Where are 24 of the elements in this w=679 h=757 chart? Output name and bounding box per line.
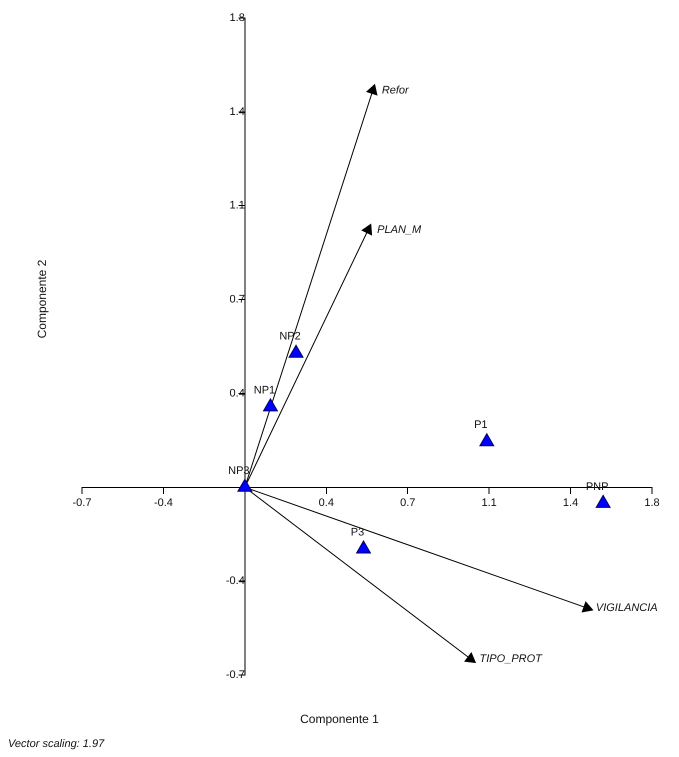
y-tick-label: 1.1: [230, 200, 245, 212]
x-tick-label: 1.1: [481, 496, 497, 509]
y-axis-title: Componente 2: [35, 258, 49, 340]
series-label: PLAN_M: [377, 224, 422, 236]
x-axis-title: Componente 1: [299, 712, 380, 726]
x-tick-label: 1.4: [562, 496, 578, 509]
series-label: P1: [474, 419, 488, 432]
x-tick-label: -0.4: [154, 496, 173, 509]
text: Vector scaling: 1.97: [8, 738, 104, 750]
series-label: P3: [350, 526, 364, 538]
x-tick-label: 0.7: [400, 496, 416, 509]
y-tick-label: 0.7: [230, 294, 245, 306]
x-tick-label: 0.4: [318, 496, 334, 509]
y-tick-label: 1.4: [230, 106, 245, 118]
series-label: TIPO_PROT: [480, 652, 544, 665]
y-tick-label: -0.7: [226, 669, 245, 682]
series-label: Refor: [382, 84, 410, 96]
series-label: NP1: [254, 384, 276, 396]
x-tick-label: -0.7: [72, 496, 92, 509]
x-tick-label: 1.8: [644, 496, 660, 509]
series-label: VIGILANCIA: [596, 602, 658, 614]
y-tick-label: -0.4: [226, 575, 245, 588]
y-tick-label: 0.4: [230, 387, 245, 400]
y-tick-label: 1.8: [230, 12, 245, 24]
